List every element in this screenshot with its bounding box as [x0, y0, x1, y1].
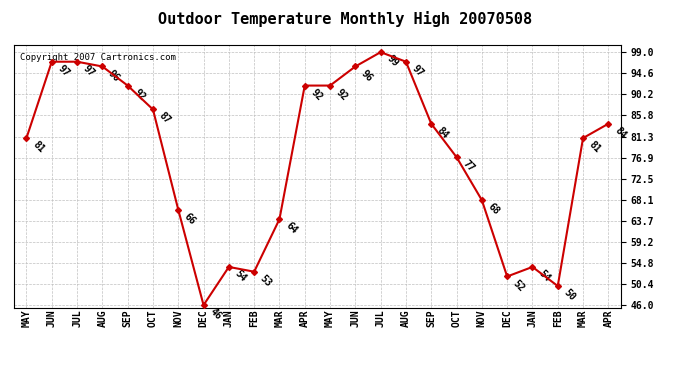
Text: 99: 99	[385, 54, 400, 69]
Text: 54: 54	[233, 268, 248, 284]
Text: 92: 92	[309, 87, 324, 102]
Text: 52: 52	[511, 278, 526, 293]
Text: 54: 54	[537, 268, 552, 284]
Text: 64: 64	[284, 220, 299, 236]
Text: 68: 68	[486, 201, 502, 217]
Text: 53: 53	[258, 273, 274, 288]
Text: 77: 77	[461, 159, 476, 174]
Text: Outdoor Temperature Monthly High 20070508: Outdoor Temperature Monthly High 2007050…	[158, 11, 532, 27]
Text: 81: 81	[30, 140, 46, 155]
Text: 97: 97	[56, 63, 71, 78]
Text: 92: 92	[132, 87, 147, 102]
Text: 46: 46	[208, 306, 223, 322]
Text: 96: 96	[106, 68, 122, 83]
Text: 97: 97	[81, 63, 97, 78]
Text: Copyright 2007 Cartronics.com: Copyright 2007 Cartronics.com	[20, 53, 176, 62]
Text: 96: 96	[359, 68, 375, 83]
Text: 81: 81	[587, 140, 602, 155]
Text: 87: 87	[157, 111, 172, 126]
Text: 92: 92	[334, 87, 350, 102]
Text: 84: 84	[435, 125, 451, 141]
Text: 97: 97	[410, 63, 426, 78]
Text: 50: 50	[562, 287, 578, 303]
Text: 66: 66	[182, 211, 198, 226]
Text: 84: 84	[613, 125, 628, 141]
